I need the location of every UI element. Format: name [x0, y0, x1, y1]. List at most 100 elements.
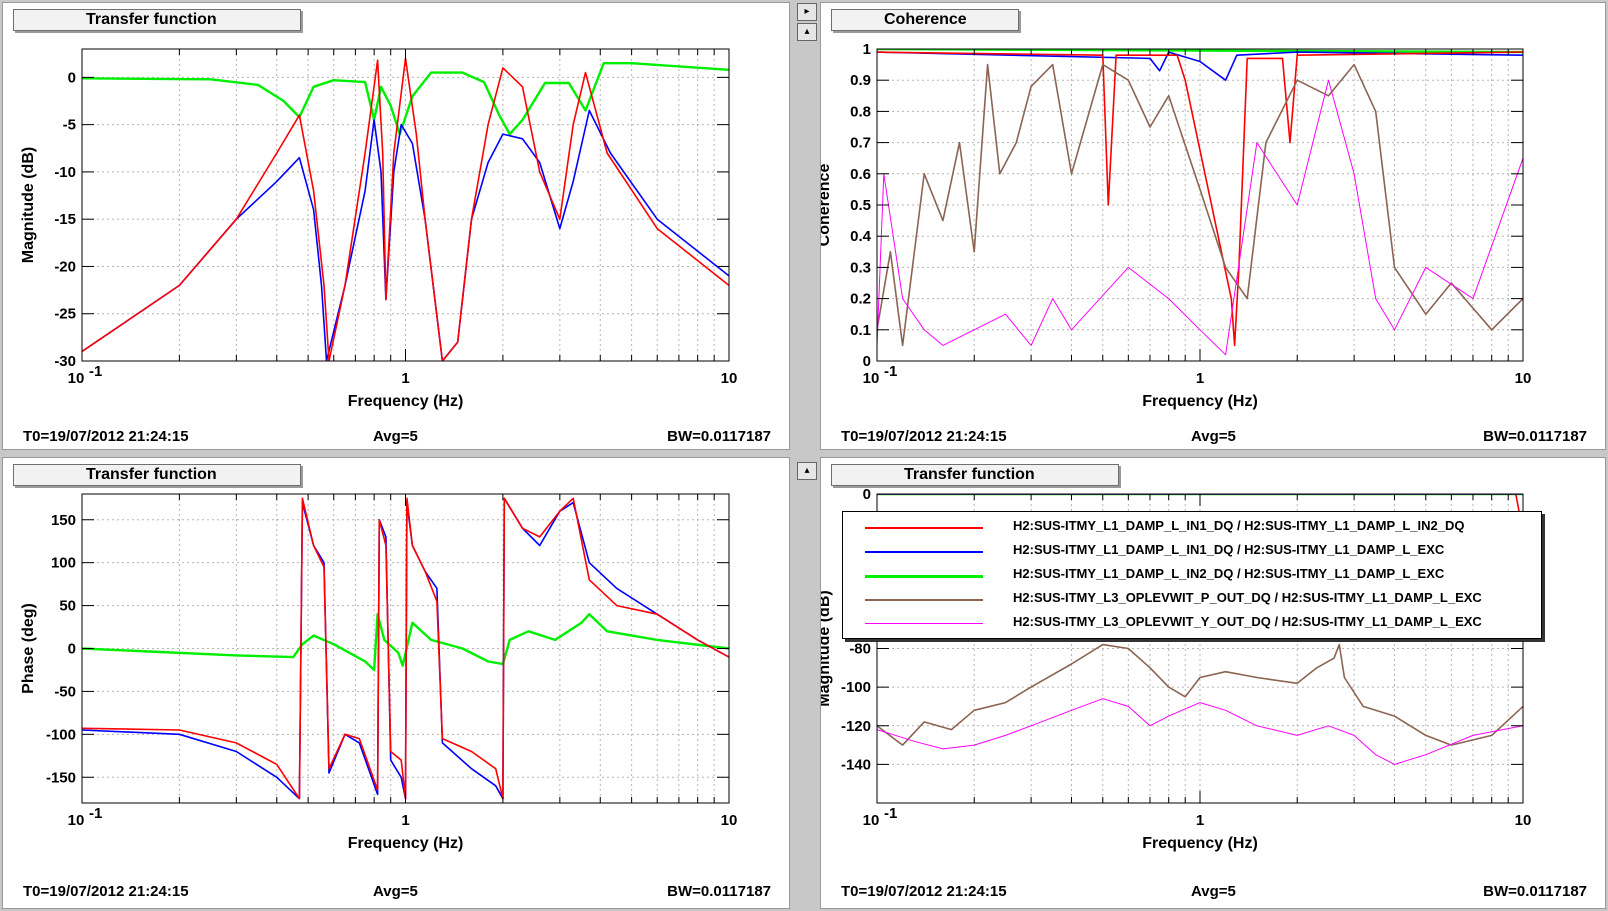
- series-line: [877, 51, 1523, 347]
- y-tick-label: -5: [63, 117, 76, 134]
- y-axis-title: Magnitude (dB): [20, 147, 37, 263]
- series-line: [877, 51, 1523, 81]
- footer-bw: BW=0.0117187: [667, 883, 771, 900]
- y-tick-label: -15: [54, 211, 76, 228]
- x-axis-title: Frequency (Hz): [348, 393, 464, 410]
- y-tick-label: 0: [863, 353, 871, 370]
- footer-avg: Avg=5: [1191, 883, 1236, 900]
- y-tick-label: -80: [849, 641, 871, 658]
- footer-avg: Avg=5: [1191, 428, 1236, 445]
- panel-title[interactable]: Transfer function: [13, 464, 301, 486]
- legend-entry: H2:SUS-ITMY_L1_DAMP_L_IN1_DQ / H2:SUS-IT…: [843, 540, 1541, 564]
- panel-magnitude: Transfer function 10 -1 1 10 0 -5 -10 -15 -20 -25…: [2, 2, 790, 450]
- panel-nav-right-button[interactable]: ▸: [797, 3, 817, 21]
- footer-avg: Avg=5: [373, 428, 418, 445]
- series-line: [877, 79, 1523, 356]
- series-line: [82, 57, 729, 361]
- x-tick-label: 10: [863, 812, 880, 829]
- y-tick-label: 100: [51, 555, 76, 572]
- y-tick-label: 0.2: [850, 291, 871, 308]
- y-tick-label: 150: [51, 512, 76, 529]
- legend-entry: H2:SUS-ITMY_L3_OPLEVWIT_P_OUT_DQ / H2:SU…: [843, 588, 1541, 612]
- legend-line: [865, 575, 983, 578]
- legend-label: H2:SUS-ITMY_L1_DAMP_L_IN1_DQ / H2:SUS-IT…: [1013, 542, 1445, 557]
- x-axis-title: Frequency (Hz): [1142, 393, 1258, 410]
- series-line: [877, 63, 1523, 347]
- footer-bw: BW=0.0117187: [1483, 428, 1587, 445]
- panel-title[interactable]: Coherence: [831, 9, 1019, 31]
- y-tick-label: 0.9: [850, 72, 871, 89]
- x-tick-label-exponent: -1: [884, 363, 897, 380]
- series-group: [82, 497, 729, 800]
- panel-title[interactable]: Transfer function: [13, 9, 301, 31]
- chart-coherence: 10 -1 1 1000.10.20.30.40.50.60.70.80.91Freq…: [821, 41, 1532, 410]
- x-tick-label: 10: [68, 812, 85, 829]
- legend-line: [865, 551, 983, 553]
- x-ticks: [876, 49, 1524, 361]
- x-ticks: [81, 494, 730, 803]
- y-tick-label: 0: [68, 641, 76, 658]
- series-line: [82, 497, 729, 800]
- y-tick-label: 0.3: [850, 259, 871, 276]
- y-tick-label: -10: [54, 164, 76, 181]
- footer-t0: T0=19/07/2012 21:24:15: [23, 428, 189, 445]
- y-axis-title: Phase (deg): [20, 603, 37, 694]
- x-tick-label: 10: [1515, 370, 1532, 387]
- x-tick-label-exponent: -1: [89, 805, 102, 822]
- y-axis-title: Magnitude (dB): [821, 590, 833, 706]
- series-line: [877, 698, 1523, 765]
- x-axis-title: Frequency (Hz): [348, 835, 464, 852]
- x-tick-label-exponent: -1: [89, 363, 102, 380]
- legend-entry: H2:SUS-ITMY_L1_DAMP_L_IN2_DQ / H2:SUS-IT…: [843, 564, 1541, 588]
- y-tick-label: 0.5: [850, 197, 871, 214]
- y-tick-label: -100: [46, 726, 76, 743]
- panel-coherence: Coherence 10 -1 1 10 0 0.1 0.2 0.3 0.4 0.5 0.6 0.7 0…: [820, 2, 1606, 450]
- x-ticks: [876, 494, 1524, 803]
- x-tick-label: 1: [401, 812, 409, 829]
- x-axis-title: Frequency (Hz): [1142, 835, 1258, 852]
- grid: [82, 49, 729, 361]
- series-line: [82, 109, 729, 361]
- y-tick-label: 0: [863, 486, 871, 503]
- legend-label: H2:SUS-ITMY_L3_OPLEVWIT_Y_OUT_DQ / H2:SU…: [1013, 614, 1482, 629]
- y-tick-label: 0: [68, 69, 76, 86]
- series-line: [82, 62, 729, 136]
- grid: [82, 494, 729, 803]
- x-tick-label-exponent: -1: [884, 805, 897, 822]
- y-tick-label: 0.1: [850, 322, 871, 339]
- legend-label: H2:SUS-ITMY_L3_OPLEVWIT_P_OUT_DQ / H2:SU…: [1013, 590, 1482, 605]
- legend-entry: H2:SUS-ITMY_L1_DAMP_L_IN1_DQ / H2:SUS-IT…: [843, 516, 1541, 540]
- panel-nav-up-button[interactable]: ▴: [797, 23, 817, 41]
- legend-label: H2:SUS-ITMY_L1_DAMP_L_IN2_DQ / H2:SUS-IT…: [1013, 566, 1445, 581]
- footer-t0: T0=19/07/2012 21:24:15: [841, 883, 1007, 900]
- footer-t0: T0=19/07/2012 21:24:15: [23, 883, 189, 900]
- legend-line: [865, 623, 983, 624]
- legend-line: [865, 527, 983, 529]
- y-tick-label: 0.7: [850, 135, 871, 152]
- y-tick-label: -50: [54, 683, 76, 700]
- x-tick-label: 10: [68, 370, 85, 387]
- panel-title[interactable]: Transfer function: [831, 464, 1119, 486]
- y-tick-label: 1: [863, 41, 871, 58]
- y-tick-label: 0.6: [850, 166, 871, 183]
- y-tick-label: 0.4: [850, 228, 872, 245]
- x-ticks: [81, 49, 730, 361]
- y-tick-label: -140: [841, 756, 871, 773]
- panel-nav-up-button-2[interactable]: ▴: [797, 462, 817, 480]
- footer-bw: BW=0.0117187: [1483, 883, 1587, 900]
- legend-entry: H2:SUS-ITMY_L3_OPLEVWIT_Y_OUT_DQ / H2:SU…: [843, 612, 1541, 636]
- x-tick-label: 1: [1196, 812, 1204, 829]
- footer-bw: BW=0.0117187: [667, 428, 771, 445]
- x-tick-label: 10: [1515, 812, 1532, 829]
- y-tick-label: 50: [59, 598, 76, 615]
- y-tick-label: 0.8: [850, 103, 871, 120]
- y-tick-label: -120: [841, 718, 871, 735]
- y-tick-label: -150: [46, 769, 76, 786]
- x-tick-label: 10: [863, 370, 880, 387]
- y-tick-label: -20: [54, 258, 76, 275]
- legend-line: [865, 599, 983, 601]
- y-tick-label: -100: [841, 679, 871, 696]
- legend[interactable]: H2:SUS-ITMY_L1_DAMP_L_IN1_DQ / H2:SUS-IT…: [842, 511, 1542, 639]
